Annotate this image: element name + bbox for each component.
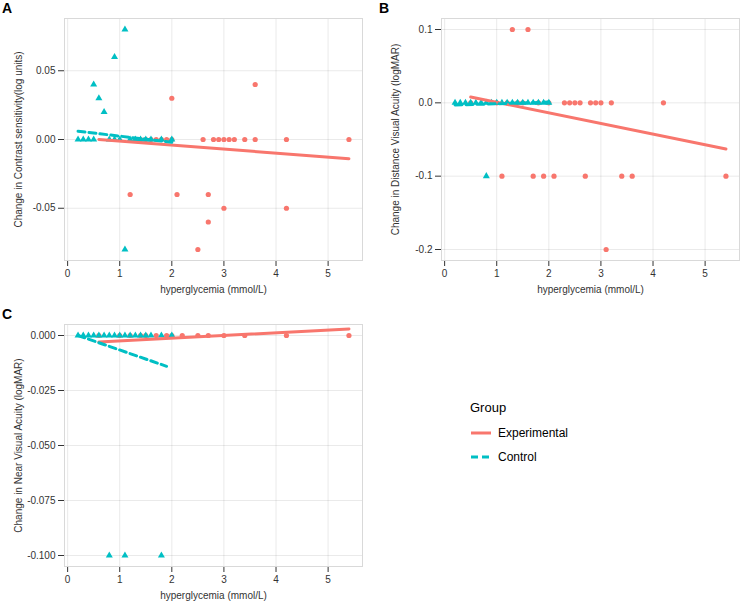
- svg-text:hyperglycemia (mmol/L): hyperglycemia (mmol/L): [160, 284, 267, 295]
- svg-text:-0.05: -0.05: [33, 202, 56, 213]
- html-text:Experimental: Experimental: [498, 426, 568, 440]
- svg-text:4: 4: [273, 574, 279, 585]
- html-text:B: B: [379, 0, 390, 16]
- svg-text:5: 5: [325, 574, 331, 585]
- svg-text:0: 0: [442, 268, 448, 279]
- svg-text:3: 3: [598, 268, 604, 279]
- svg-text:2: 2: [169, 574, 175, 585]
- svg-text:0.05: 0.05: [36, 65, 56, 76]
- svg-text:1: 1: [494, 268, 500, 279]
- html-text:Control: Control: [498, 450, 537, 464]
- html-text:C: C: [2, 306, 13, 322]
- svg-text:-0.100: -0.100: [27, 550, 56, 561]
- svg-text:0: 0: [65, 268, 71, 279]
- svg-text:4: 4: [650, 268, 656, 279]
- svg-text:0.0: 0.0: [419, 97, 433, 108]
- html-text:A: A: [2, 0, 13, 16]
- svg-text:3: 3: [221, 574, 227, 585]
- svg-text:hyperglycemia (mmol/L): hyperglycemia (mmol/L): [160, 590, 267, 601]
- svg-text:0.00: 0.00: [36, 134, 56, 145]
- svg-text:-0.050: -0.050: [27, 440, 56, 451]
- svg-text:0.000: 0.000: [30, 330, 55, 341]
- svg-text:5: 5: [702, 268, 708, 279]
- svg-text:5: 5: [325, 268, 331, 279]
- svg-text:0.1: 0.1: [419, 24, 433, 35]
- svg-text:hyperglycemia (mmol/L): hyperglycemia (mmol/L): [537, 284, 644, 295]
- svg-text:-0.075: -0.075: [27, 495, 56, 506]
- svg-text:1: 1: [117, 268, 123, 279]
- svg-text:0: 0: [65, 574, 71, 585]
- svg-text:Change in Contrast sensitivity: Change in Contrast sensitivity(log units…: [13, 51, 24, 227]
- svg-text:-0.1: -0.1: [415, 170, 433, 181]
- svg-text:4: 4: [273, 268, 279, 279]
- svg-text:Change in Near Visual Acuity (: Change in Near Visual Acuity (logMAR): [13, 358, 24, 532]
- svg-text:1: 1: [117, 574, 123, 585]
- svg-text:2: 2: [169, 268, 175, 279]
- svg-text:3: 3: [221, 268, 227, 279]
- svg-text:Change in Distance Visual Acui: Change in Distance Visual Acuity (logMAR…: [390, 44, 401, 236]
- svg-text:-0.2: -0.2: [415, 244, 433, 255]
- svg-text:-0.025: -0.025: [27, 385, 56, 396]
- html-text:Group: Group: [470, 400, 507, 415]
- svg-text:2: 2: [546, 268, 552, 279]
